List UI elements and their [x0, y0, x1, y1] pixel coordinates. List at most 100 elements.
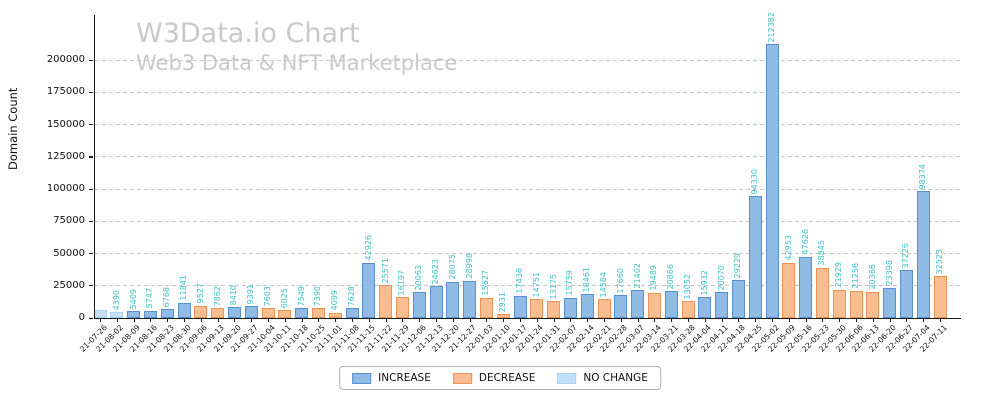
x-tick-mark: [402, 318, 404, 322]
y-tick-label: 150000: [46, 118, 85, 130]
bar-value-label: 28998: [464, 253, 474, 279]
bar-22-02-07: [563, 297, 577, 318]
legend-label-nochange: NO CHANGE: [583, 372, 648, 384]
x-tick-mark: [805, 318, 807, 322]
bar-21-08-16: [143, 310, 157, 318]
x-tick-mark: [100, 318, 101, 322]
bar-value-label: 4390: [111, 289, 121, 311]
bar-22-05-23: [815, 267, 829, 318]
x-tick-mark: [520, 318, 521, 322]
x-tick-mark: [889, 318, 891, 322]
bar-value-label: 15627: [481, 270, 491, 296]
bar-22-03-28: [681, 301, 695, 318]
x-tick-mark: [604, 318, 605, 322]
bar-value-label: 4099: [330, 290, 340, 311]
x-tick-mark: [318, 318, 320, 322]
x-tick-mark: [772, 318, 773, 322]
y-tick-mark: [89, 124, 93, 126]
bar-value-label: 98374: [918, 163, 928, 190]
bar-value-label: 13052: [683, 273, 692, 300]
x-tick-mark: [251, 318, 253, 322]
x-tick-mark: [167, 318, 169, 322]
bar-value-label: 24623: [431, 258, 440, 285]
gridline: [95, 253, 961, 255]
bar-value-label: 20070: [716, 264, 726, 291]
x-tick-mark: [133, 318, 135, 322]
x-tick-mark: [788, 318, 790, 322]
bar-21-10-25: [311, 308, 325, 318]
bar-value-label: 37226: [901, 242, 911, 269]
bar-22-01-17: [513, 295, 527, 318]
bar-22-05-16: [799, 256, 813, 318]
decrease-swatch-icon: [452, 372, 472, 384]
bar-22-06-06: [849, 290, 863, 318]
bar-22-04-18: [731, 280, 745, 318]
y-tick-mark: [89, 285, 93, 287]
y-tick-label: 25000: [53, 279, 85, 291]
bar-22-05-30: [832, 289, 846, 318]
bar-value-label: 20866: [666, 263, 676, 290]
x-tick-mark: [839, 318, 841, 322]
bar-value-label: 7390: [313, 286, 323, 307]
bar-21-11-08: [345, 308, 359, 318]
x-tick-mark: [923, 318, 925, 322]
x-tick-mark: [940, 318, 941, 322]
bar-value-label: 15759: [565, 270, 575, 296]
x-tick-mark: [385, 318, 387, 322]
x-tick-mark: [671, 318, 673, 322]
bar-22-05-09: [782, 262, 796, 318]
x-tick-mark: [553, 318, 555, 322]
bar-value-label: 9391: [246, 283, 256, 304]
bar-21-08-02: [110, 312, 124, 318]
bar-22-03-21: [664, 291, 678, 318]
bar-21-09-13: [211, 307, 225, 318]
x-tick-mark: [503, 318, 505, 322]
x-tick-mark: [755, 318, 757, 322]
bar-21-10-11: [278, 310, 292, 318]
increase-swatch-icon: [352, 372, 372, 384]
bar-21-09-27: [244, 305, 258, 318]
legend-item-increase: INCREASE: [352, 372, 431, 384]
x-tick-mark: [856, 318, 857, 322]
bar-value-label: 14584: [599, 271, 608, 298]
bar-value-label: 5409: [128, 288, 138, 310]
legend-label-increase: INCREASE: [378, 372, 431, 384]
bar-value-label: 6025: [279, 287, 289, 309]
bar-value-label: 19489: [649, 265, 659, 291]
bar-value-label: 47626: [800, 229, 810, 255]
bar-value-label: 13175: [548, 273, 558, 300]
bar-value-label: 14751: [531, 271, 541, 297]
bar-value-label: 17436: [515, 268, 524, 294]
bar-21-12-06: [412, 292, 426, 318]
bar-value-label: 8410: [229, 284, 239, 306]
x-tick-mark: [688, 318, 689, 322]
nochange-swatch-icon: [557, 372, 577, 384]
x-tick-mark: [570, 318, 572, 322]
bar-22-02-28: [614, 295, 628, 318]
bar-value-label: 212382: [767, 11, 776, 43]
x-tick-mark: [234, 318, 236, 322]
x-tick-mark: [536, 318, 538, 322]
bar-22-03-14: [647, 292, 661, 318]
bar-value-label: 29229: [733, 252, 743, 279]
bar-22-01-31: [547, 301, 561, 318]
y-tick-mark: [89, 188, 93, 190]
x-tick-mark: [184, 318, 185, 322]
legend: INCREASE DECREASE NO CHANGE: [339, 366, 661, 390]
x-tick-mark: [150, 318, 152, 322]
bar-value-label: 42926: [363, 235, 373, 261]
bar-21-12-13: [429, 286, 443, 318]
x-tick-mark: [116, 318, 118, 322]
y-tick-label: 200000: [46, 54, 85, 66]
bar-22-01-10: [496, 314, 510, 318]
x-tick-mark: [738, 318, 740, 322]
bar-21-11-29: [395, 297, 409, 318]
bar-value-label: 2931: [498, 291, 508, 313]
y-tick-label: 175000: [46, 86, 85, 98]
bar-21-08-09: [127, 311, 141, 318]
bar-value-label: 7549: [296, 285, 306, 307]
bar-value-label: 5747: [145, 288, 155, 309]
x-tick-mark: [268, 318, 269, 322]
bar-22-04-04: [698, 297, 712, 318]
bar-value-label: 21402: [632, 262, 642, 289]
